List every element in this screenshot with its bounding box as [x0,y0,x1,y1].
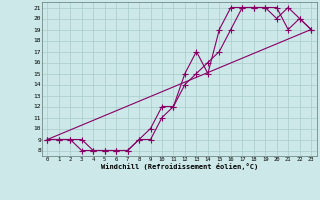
X-axis label: Windchill (Refroidissement éolien,°C): Windchill (Refroidissement éolien,°C) [100,163,258,170]
